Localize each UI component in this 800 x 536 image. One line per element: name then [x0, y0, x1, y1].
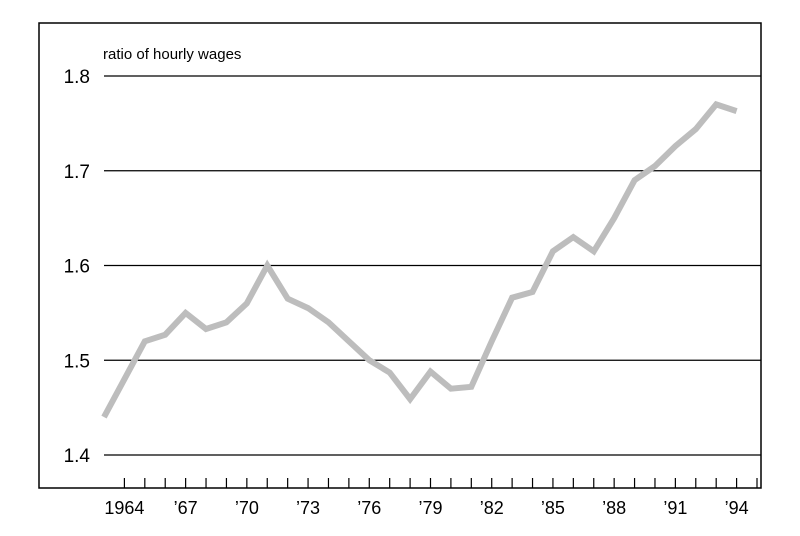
y-tick-label: 1.7 [64, 162, 90, 183]
x-tick-label: ’73 [296, 498, 320, 518]
x-axis-tick-labels: 1964 ’67 ’70 ’73 ’76 ’79 ’82 ’85 ’88 ’91 ’94 [104, 498, 748, 518]
x-tick-label: ’88 [602, 498, 626, 518]
x-tick-label: ’79 [418, 498, 442, 518]
x-tick-label: ’91 [663, 498, 687, 518]
y-tick-label: 1.6 [64, 257, 90, 278]
y-axis-tick-labels: 1.4 1.5 1.6 1.7 1.8 [64, 67, 91, 467]
y-tick-label: 1.5 [64, 351, 90, 372]
x-tick-label: ’82 [480, 498, 504, 518]
x-tick-label: ’94 [725, 498, 749, 518]
x-tick-label: ’76 [357, 498, 381, 518]
y-tick-label: 1.8 [64, 67, 90, 88]
gridlines [104, 75, 761, 456]
x-tick-label: 1964 [104, 498, 144, 518]
x-axis-ticks [123, 478, 758, 488]
series-line [101, 100, 738, 419]
x-tick-label: ’67 [174, 498, 198, 518]
series-group [101, 100, 738, 419]
x-tick-label: ’85 [541, 498, 565, 518]
x-tick-label: ’70 [235, 498, 259, 518]
plot-frame [38, 22, 762, 489]
y-tick-label: 1.4 [64, 446, 91, 467]
y-axis-label: ratio of hourly wages [103, 46, 241, 63]
